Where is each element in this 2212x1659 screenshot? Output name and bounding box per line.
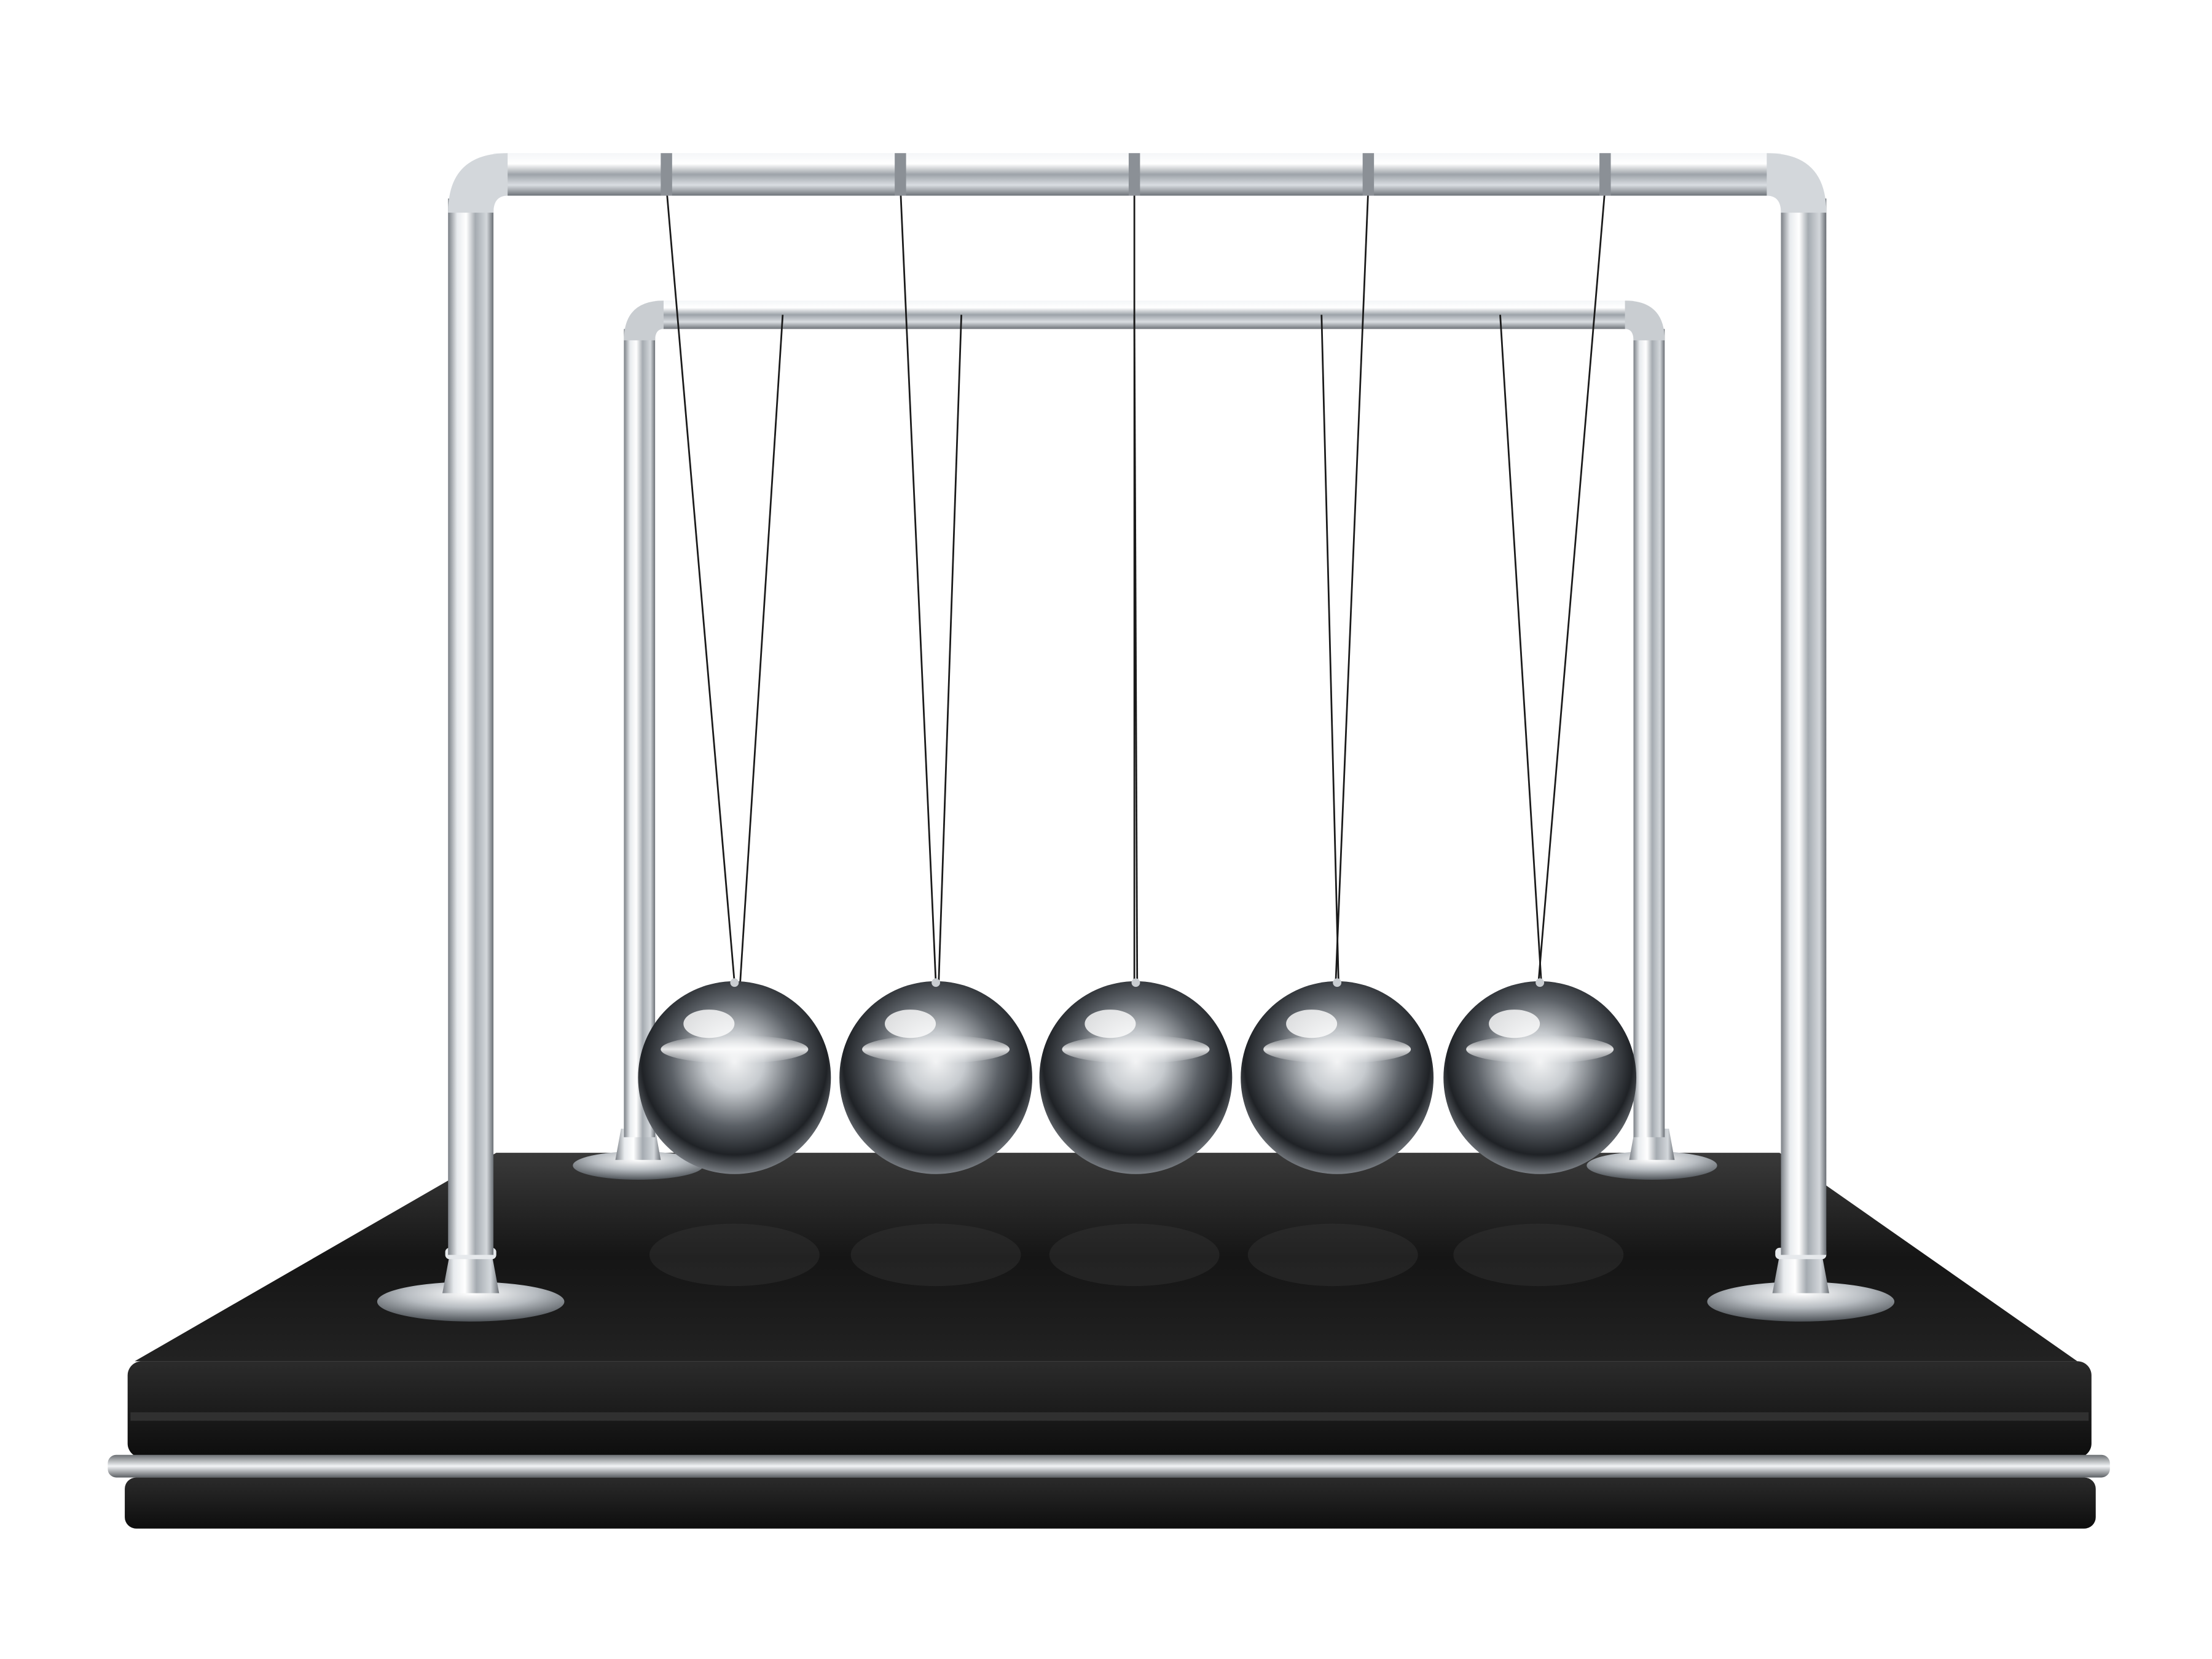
base-top-surface bbox=[135, 1153, 2077, 1362]
base bbox=[108, 1153, 2110, 1529]
ball-reflections bbox=[649, 1223, 1624, 1287]
back-frame bbox=[573, 300, 1717, 1180]
ball-4 bbox=[1241, 978, 1434, 1174]
back-left-foot bbox=[573, 1151, 704, 1180]
base-lower-slab bbox=[125, 1477, 2096, 1529]
ball-3 bbox=[1039, 978, 1233, 1174]
ball-2 bbox=[839, 978, 1032, 1174]
balls bbox=[638, 978, 1637, 1174]
front-frame bbox=[377, 153, 1895, 1322]
back-right-foot bbox=[1586, 1151, 1717, 1180]
front-left-foot bbox=[377, 1282, 565, 1322]
front-right-foot bbox=[1707, 1282, 1895, 1322]
base-chrome-trim bbox=[108, 1454, 2110, 1478]
ball-5 bbox=[1443, 978, 1637, 1174]
ball-1 bbox=[638, 978, 831, 1174]
base-upper-slab bbox=[127, 1361, 2092, 1458]
strings bbox=[665, 187, 1606, 983]
